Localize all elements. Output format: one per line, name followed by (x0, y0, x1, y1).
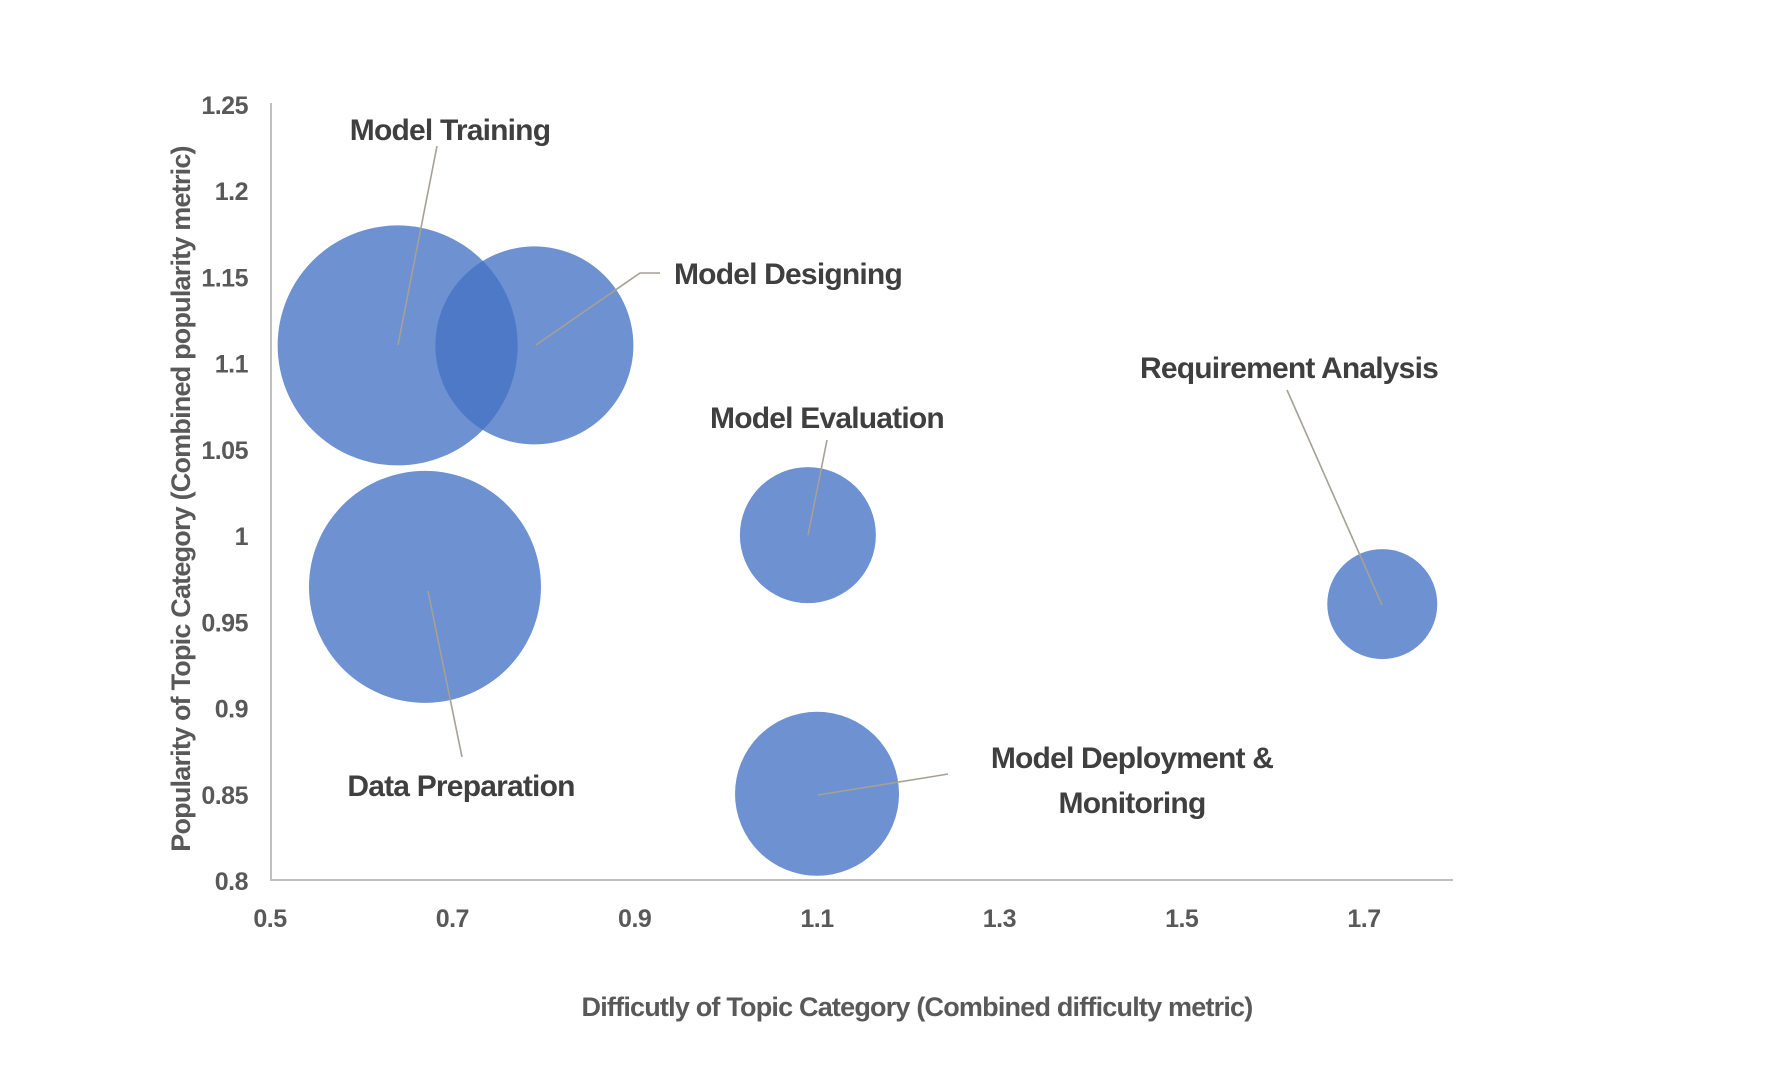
y-tick-label: 1.25 (201, 92, 248, 120)
x-tick-label: 1.1 (800, 905, 834, 933)
y-tick-label: 1 (235, 523, 249, 551)
bubble-model-evaluation (739, 467, 876, 604)
y-tick-label: 0.95 (201, 609, 248, 637)
data-label-data-preparation: Data Preparation (347, 770, 574, 803)
leader-line-model-evaluation (807, 439, 828, 536)
y-axis-title: Popularity of Topic Category (Combined p… (166, 146, 196, 851)
y-tick-label: 1.2 (215, 178, 248, 206)
x-tick-label: 0.7 (436, 905, 469, 933)
leader-line-model-deployment-monitoring (817, 773, 949, 796)
y-tick-label: 1.15 (201, 264, 248, 292)
data-label-line: Monitoring (1059, 787, 1206, 820)
data-label-line: Model Deployment & (991, 742, 1273, 775)
y-tick-label: 1.05 (201, 437, 248, 465)
data-label-line: Model Evaluation (710, 402, 944, 435)
data-label-model-training: Model Training (350, 114, 550, 147)
y-tick-label: 0.85 (201, 782, 248, 810)
x-tick-label: 1.5 (1165, 905, 1199, 933)
data-label-requirement-analysis: Requirement Analysis (1140, 352, 1438, 385)
x-tick-label: 0.9 (618, 905, 651, 933)
bubble-model-deployment-monitoring (735, 711, 900, 876)
y-tick-label: 0.9 (215, 696, 248, 724)
x-axis-title: Difficutly of Topic Category (Combined d… (582, 992, 1253, 1022)
x-tick-label: 0.5 (253, 905, 287, 933)
data-label-line: Data Preparation (347, 770, 574, 803)
leader-line-model-designing (535, 272, 660, 346)
data-label-line: Model Designing (674, 258, 902, 291)
data-label-model-designing: Model Designing (674, 258, 902, 291)
leader-line-model-training (397, 145, 438, 346)
data-label-line: Model Training (350, 114, 550, 147)
leader-line-requirement-analysis (1286, 389, 1383, 606)
bubble-data-preparation (308, 470, 541, 703)
y-tick-label: 0.8 (215, 868, 249, 896)
y-tick-label: 1.1 (215, 351, 249, 379)
bubble-model-designing (435, 246, 634, 445)
x-tick-label: 1.7 (1347, 905, 1380, 933)
x-tick-label: 1.3 (983, 905, 1016, 933)
data-label-line: Requirement Analysis (1140, 352, 1438, 385)
data-label-model-evaluation: Model Evaluation (710, 402, 944, 435)
data-label-model-deployment-monitoring: Model Deployment & Monitoring (991, 742, 1273, 820)
leader-line-data-preparation (427, 590, 463, 758)
